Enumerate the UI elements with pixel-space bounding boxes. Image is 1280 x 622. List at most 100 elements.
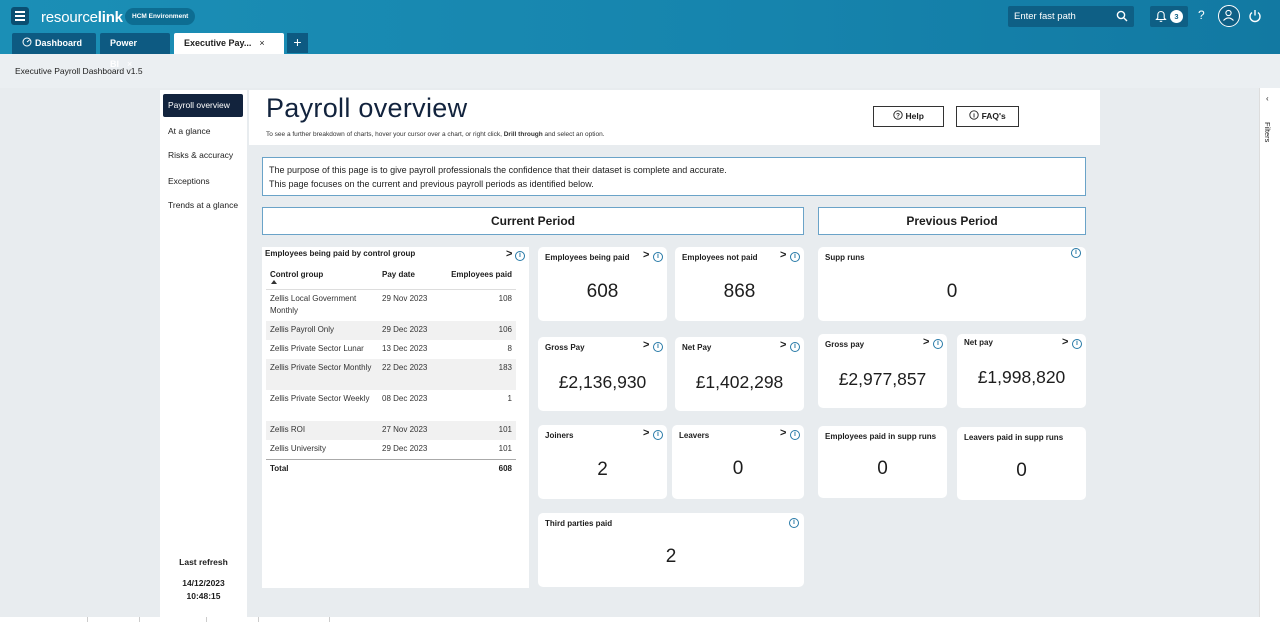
- table-row[interactable]: Zellis ROI 27 Nov 2023 101: [266, 421, 516, 440]
- nav-at-a-glance[interactable]: At a glance: [168, 126, 211, 136]
- collapse-filters-icon[interactable]: ‹: [1266, 94, 1269, 103]
- page-tab[interactable]: [88, 617, 140, 622]
- card-value: 0: [1016, 460, 1027, 481]
- svg-text:i: i: [973, 113, 975, 120]
- info-icon[interactable]: i: [790, 430, 800, 440]
- cell-control-group: Zellis Private Sector Lunar: [270, 344, 364, 353]
- environment-badge: HCM Environment: [125, 8, 196, 25]
- drill-arrow-icon[interactable]: >: [643, 249, 650, 261]
- column-header-control-group[interactable]: Control group: [270, 270, 324, 279]
- nav-trends-at-a-glance[interactable]: Trends at a glance: [168, 200, 239, 210]
- drill-arrow-icon[interactable]: >: [506, 248, 513, 260]
- card-employees-being-paid[interactable]: Employees being paid > i 608: [538, 247, 667, 321]
- help-button[interactable]: ? Help: [873, 106, 944, 127]
- drill-arrow-icon[interactable]: >: [643, 427, 650, 439]
- drill-arrow-icon[interactable]: >: [780, 339, 787, 351]
- sort-ascending-icon: [271, 280, 277, 284]
- cell-pay-date: 22 Dec 2023: [382, 363, 428, 372]
- power-icon[interactable]: [1248, 9, 1262, 23]
- info-icon[interactable]: i: [515, 251, 525, 261]
- info-icon[interactable]: i: [789, 518, 799, 528]
- info-icon[interactable]: i: [933, 339, 943, 349]
- info-icon[interactable]: i: [790, 342, 800, 352]
- card-value: £2,977,857: [838, 369, 927, 389]
- column-header-employees-paid[interactable]: Employees paid: [451, 270, 512, 279]
- drill-arrow-icon[interactable]: >: [643, 339, 650, 351]
- cell-control-group: Zellis Local Government Monthly: [270, 294, 357, 315]
- tab-label: Dashboard: [35, 38, 83, 48]
- tab-executive-payroll[interactable]: Executive Pay... ×: [174, 33, 284, 54]
- page-title: Payroll overview: [266, 93, 468, 123]
- info-icon[interactable]: i: [790, 252, 800, 262]
- nav-exceptions[interactable]: Exceptions: [168, 176, 210, 186]
- card-employees-not-paid[interactable]: Employees not paid > i 868: [675, 247, 804, 321]
- info-icon[interactable]: i: [653, 252, 663, 262]
- search-icon[interactable]: [1116, 10, 1128, 22]
- info-icon: i: [969, 110, 979, 120]
- card-previous-gross-pay[interactable]: Gross pay > i £2,977,857: [818, 334, 947, 408]
- table-row[interactable]: Zellis Local Government Monthly 29 Nov 2…: [266, 290, 516, 321]
- table-row[interactable]: Zellis Payroll Only 29 Dec 2023 106: [266, 321, 516, 340]
- total-value: 608: [498, 464, 512, 473]
- card-previous-net-pay[interactable]: Net pay > i £1,998,820: [957, 334, 1086, 408]
- faq-button-label: FAQ's: [981, 111, 1006, 121]
- tab-label: Power BI: [110, 38, 138, 69]
- info-icon[interactable]: i: [653, 342, 663, 352]
- card-leavers[interactable]: Leavers > i 0: [672, 425, 804, 499]
- cell-employees-paid: 8: [507, 344, 512, 353]
- close-icon[interactable]: ×: [259, 38, 265, 48]
- info-icon[interactable]: i: [1071, 248, 1081, 258]
- total-label: Total: [270, 464, 289, 473]
- page-tab[interactable]: [207, 617, 259, 622]
- filters-label[interactable]: Filters: [1263, 122, 1272, 143]
- cell-employees-paid: 108: [498, 294, 512, 303]
- card-value: 0: [732, 458, 744, 479]
- card-employees-paid-in-supp-runs[interactable]: Employees paid in supp runs 0: [818, 426, 947, 498]
- close-icon[interactable]: ×: [127, 59, 133, 69]
- card-joiners[interactable]: Joiners > i 2: [538, 425, 667, 499]
- card-value: 0: [877, 458, 888, 479]
- card-net-pay[interactable]: Net Pay > i £1,402,298: [675, 337, 804, 411]
- drill-arrow-icon[interactable]: >: [780, 427, 787, 439]
- page-tab[interactable]: [20, 617, 88, 622]
- card-gross-pay[interactable]: Gross Pay > i £2,136,930: [538, 337, 667, 411]
- table-row[interactable]: Zellis Private Sector Monthly 22 Dec 202…: [266, 359, 516, 390]
- table-row[interactable]: Zellis University 29 Dec 2023 101: [266, 440, 516, 459]
- fast-path-input[interactable]: Enter fast path: [1008, 6, 1134, 27]
- table-row[interactable]: Zellis Private Sector Weekly 08 Dec 2023…: [266, 390, 516, 421]
- info-icon[interactable]: i: [1072, 339, 1082, 349]
- purpose-line-2: This page focuses on the current and pre…: [269, 179, 594, 189]
- table-row[interactable]: Zellis Private Sector Lunar 13 Dec 2023 …: [266, 340, 516, 359]
- page-tab[interactable]: [140, 617, 207, 622]
- card-supp-runs[interactable]: Supp runs i 0: [818, 247, 1086, 321]
- subtitle-text: To see a further breakdown of charts, ho…: [266, 131, 502, 138]
- cell-control-group: Zellis Private Sector Weekly: [270, 394, 370, 403]
- user-avatar[interactable]: [1218, 5, 1240, 27]
- faq-button[interactable]: i FAQ's: [956, 106, 1019, 127]
- card-title: Employees paid in supp runs: [825, 432, 937, 441]
- control-group-table-visual[interactable]: Employees being paid by control group > …: [262, 247, 529, 588]
- help-button-label: Help: [905, 111, 924, 121]
- add-tab-button[interactable]: +: [287, 33, 308, 53]
- drill-arrow-icon[interactable]: >: [780, 249, 787, 261]
- help-icon[interactable]: ?: [1198, 8, 1205, 22]
- subtitle-bold: Drill through: [503, 131, 543, 138]
- menu-icon[interactable]: [11, 7, 29, 25]
- info-icon[interactable]: i: [653, 430, 663, 440]
- card-title: Leavers: [679, 431, 710, 440]
- filters-pane[interactable]: [1259, 88, 1280, 622]
- tab-dashboard[interactable]: Dashboard: [12, 33, 96, 54]
- tab-power-bi[interactable]: Power BI ×: [100, 33, 170, 69]
- column-header-pay-date[interactable]: Pay date: [382, 270, 415, 279]
- notifications-button[interactable]: 3: [1150, 6, 1188, 27]
- dashboard-icon: [22, 37, 32, 47]
- card-third-parties-paid[interactable]: Third parties paid i 2: [538, 513, 804, 587]
- page-tab[interactable]: [259, 617, 330, 622]
- nav-payroll-overview[interactable]: Payroll overview: [163, 94, 243, 117]
- card-title: Net Pay: [682, 343, 712, 352]
- drill-arrow-icon[interactable]: >: [1062, 336, 1069, 348]
- card-leavers-paid-in-supp-runs[interactable]: Leavers paid in supp runs 0: [957, 427, 1086, 500]
- cell-pay-date: 29 Dec 2023: [382, 444, 428, 453]
- drill-arrow-icon[interactable]: >: [923, 336, 930, 348]
- nav-risks-accuracy[interactable]: Risks & accuracy: [168, 150, 234, 160]
